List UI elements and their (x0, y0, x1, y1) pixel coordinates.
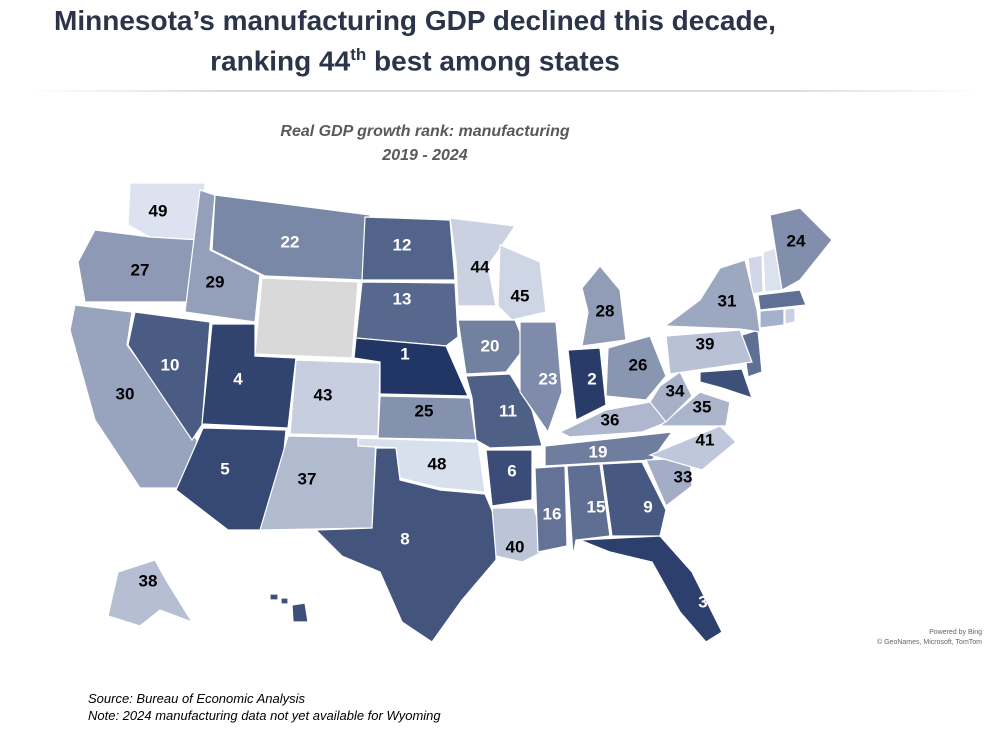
rank-label-nd: 12 (393, 235, 412, 254)
state-ia (457, 319, 527, 375)
page-title: Minnesota’s manufacturing GDP declined t… (0, 4, 830, 78)
state-wy (254, 277, 359, 359)
state-mt (211, 194, 371, 281)
data-note: Note: 2024 manufacturing data not yet av… (88, 708, 441, 723)
attribution-bing: Powered by Bing (929, 629, 982, 636)
state-md (699, 368, 753, 399)
state-ri (784, 307, 796, 325)
attribution-credits: © GeoNames, Microsoft, TomTom (877, 639, 982, 646)
state-pa (665, 329, 753, 375)
rank-label-ky: 36 (601, 410, 620, 429)
rank-label-ut: 4 (233, 369, 243, 388)
rank-label-oh: 26 (629, 355, 648, 374)
unlabeled-states (269, 247, 807, 623)
rank-label-co: 43 (314, 385, 333, 404)
rank-label-sc: 33 (674, 467, 693, 486)
state-sd (355, 281, 459, 347)
rank-label-me: 24 (787, 231, 806, 250)
state-wi (497, 244, 547, 321)
rank-label-mn: 44 (471, 257, 490, 276)
state-mi (581, 265, 627, 347)
rank-label-ca: 30 (116, 384, 135, 403)
rank-label-ar: 6 (507, 461, 516, 480)
state-oh (605, 335, 667, 401)
title-suffix: th (350, 45, 367, 64)
state-in (567, 347, 607, 421)
title-line-1: Minnesota’s manufacturing GDP declined t… (54, 5, 776, 36)
rank-label-la: 40 (506, 537, 525, 556)
state-me (769, 207, 833, 291)
rank-label-ak: 38 (139, 571, 158, 590)
rank-label-va: 35 (693, 397, 712, 416)
rank-label-ny: 31 (718, 291, 737, 310)
rank-label-nc: 41 (696, 430, 715, 449)
state-ma (757, 289, 807, 311)
rank-label-az: 5 (220, 459, 229, 478)
state-ny (663, 259, 761, 333)
rank-label-nv: 10 (161, 355, 180, 374)
state-ms (534, 465, 568, 553)
state-ar (485, 449, 533, 507)
state-mo (465, 373, 543, 449)
rank-label-wa: 49 (149, 201, 168, 220)
rank-label-sd: 13 (393, 289, 412, 308)
state-la (491, 507, 547, 563)
title-rank: ranking 44 (210, 45, 351, 77)
state-il (519, 321, 563, 434)
map-title-text: Real GDP growth rank: manufacturing (280, 123, 570, 140)
rank-label-il: 23 (539, 369, 558, 388)
rank-label-mo: 11 (499, 401, 517, 420)
rank-label-fl: 3 (698, 592, 707, 611)
rank-label-ks: 25 (415, 401, 434, 420)
rank-label-nm: 37 (298, 469, 317, 488)
state-co (289, 359, 381, 437)
state-ut (201, 323, 297, 429)
state-ak (107, 559, 194, 627)
rank-label-ne: 1 (400, 344, 409, 363)
rank-label-ok: 48 (428, 454, 447, 473)
state-nd (361, 216, 456, 281)
title-rest: best among states (366, 45, 620, 77)
rank-label-ga: 9 (643, 497, 652, 516)
footer-notes: Source: Bureau of Economic Analysis Note… (88, 690, 441, 724)
rank-label-ms: 16 (543, 504, 562, 523)
source-note: Source: Bureau of Economic Analysis (88, 691, 306, 706)
state-nc (648, 425, 737, 471)
rank-label-al: 15 (587, 497, 606, 516)
rank-label-tx: 8 (400, 529, 409, 548)
rank-label-pa: 39 (696, 334, 715, 353)
rank-label-mt: 22 (281, 232, 300, 251)
rank-label-mi: 28 (596, 301, 615, 320)
map-subtitle: 2019 - 2024 (382, 147, 468, 164)
rank-label-or: 27 (131, 260, 150, 279)
divider (30, 90, 980, 92)
state-hi-1 (291, 602, 309, 623)
state-hi-3 (280, 597, 289, 605)
state-va (658, 391, 731, 427)
state-mn (449, 217, 517, 307)
rank-label-tn: 19 (589, 442, 608, 461)
rank-label-ia: 20 (481, 336, 500, 355)
state-wv (649, 371, 693, 423)
state-tx (314, 447, 497, 643)
state-ne (353, 337, 469, 397)
rank-label-wi: 45 (511, 286, 530, 305)
state-fl (579, 535, 723, 643)
rank-label-wv: 34 (666, 381, 685, 400)
state-ct (759, 308, 785, 329)
state-nv (127, 311, 211, 442)
state-ga (601, 461, 667, 537)
state-ok (357, 437, 486, 493)
map-title: Real GDP growth rank: manufacturing 2019… (230, 120, 620, 168)
state-hi-2 (269, 593, 279, 601)
state-al (566, 463, 611, 557)
map-attribution: Powered by Bing © GeoNames, Microsoft, T… (877, 628, 982, 648)
rank-label-in: 2 (587, 369, 596, 388)
rank-label-id: 29 (206, 272, 225, 291)
title-line-2: ranking 44th best among states (0, 38, 830, 78)
